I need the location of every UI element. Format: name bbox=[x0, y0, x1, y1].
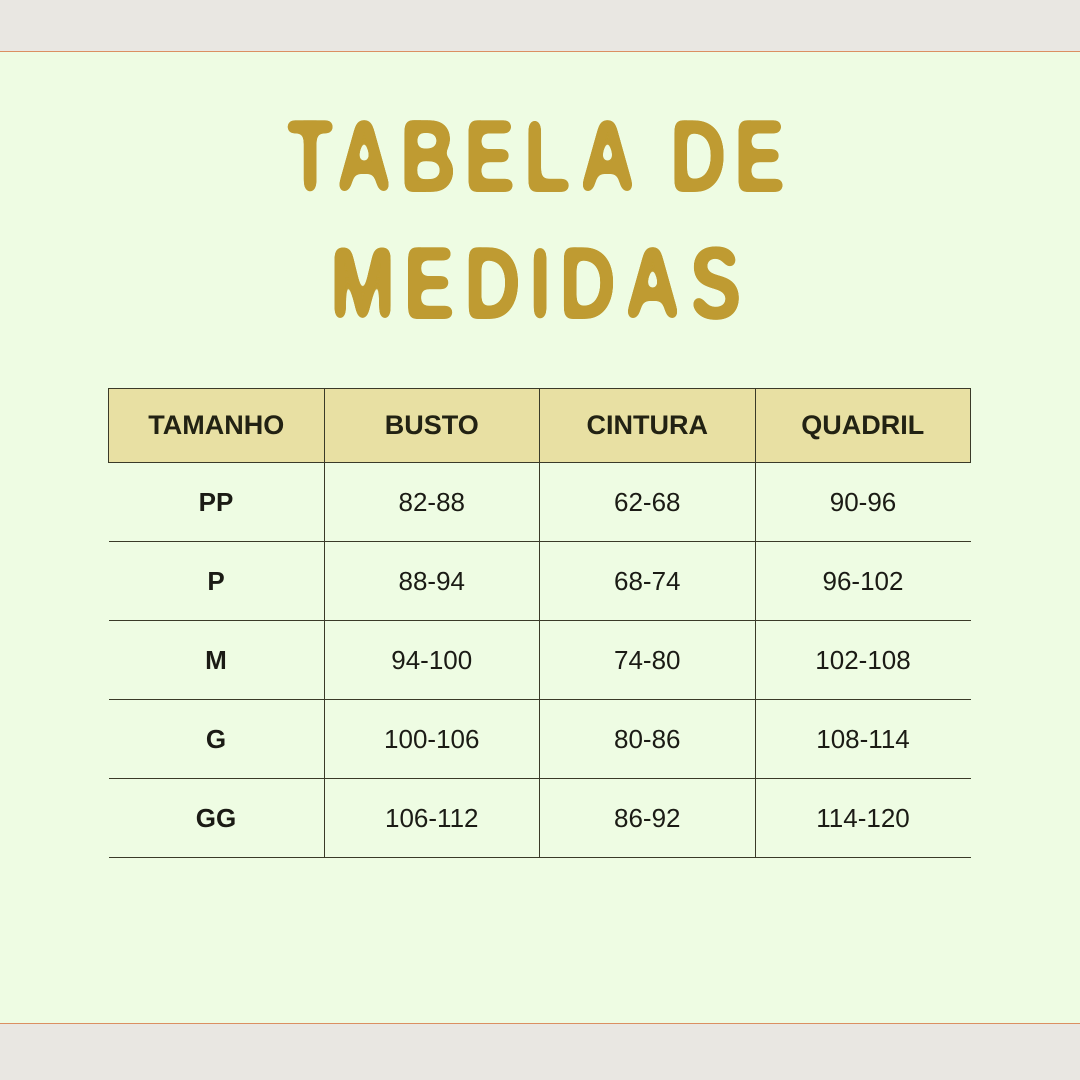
svg-text:MEDIDAS: MEDIDAS bbox=[330, 227, 750, 340]
